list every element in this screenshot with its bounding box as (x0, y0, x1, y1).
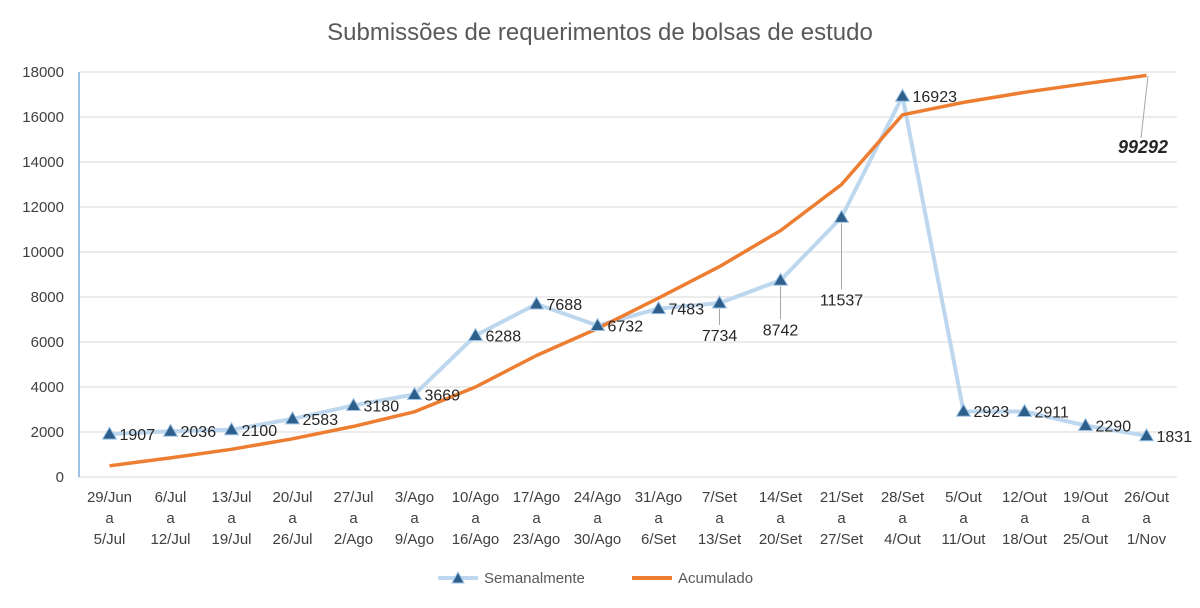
data-point-marker (650, 300, 667, 315)
x-tick-label: 10/Ago a 16/Ago (452, 489, 500, 548)
total-leader-line (1140, 75, 1149, 139)
legend: Semanalmente Acumulado (438, 570, 753, 587)
data-point-marker (284, 410, 301, 425)
data-point-marker (589, 317, 606, 332)
data-label: 1907 (120, 427, 156, 444)
x-tick-label: 12/Out a 18/Out (1002, 489, 1048, 548)
data-label: 7734 (702, 328, 738, 345)
data-label: 2036 (181, 424, 217, 441)
data-label: 2923 (974, 404, 1010, 421)
x-tick-label: 5/Out a 11/Out (942, 489, 987, 548)
data-point-marker (772, 272, 789, 286)
data-point-marker (1016, 403, 1033, 418)
data-label: 2911 (1035, 405, 1070, 422)
data-label: 16923 (913, 89, 958, 106)
x-tick-label: 20/Jul a 26/Jul (272, 489, 312, 548)
x-tick-label: 3/Ago a 9/Ago (395, 489, 434, 548)
data-point-marker (833, 209, 850, 223)
data-point-marker (528, 296, 545, 310)
data-point-marker (467, 327, 484, 342)
x-axis: 29/Jun a 5/Jul 6/Jul a 12/Jul 13/Jul a 19/Jul 20/… (87, 489, 1170, 548)
x-tick-label: 21/Set a 27/Set (820, 489, 864, 548)
total-label: 99292 (1118, 137, 1168, 157)
data-labels: 1907 2036 2100 2583 3180 3669 6288 7688 6732 7483… (120, 89, 1193, 446)
x-tick-label: 31/Ago a 6/Set (635, 489, 683, 548)
x-tick-label: 24/Ago a 30/Ago (574, 489, 622, 548)
y-tick-label: 4000 (31, 379, 64, 396)
x-tick-label: 28/Set a 4/Out (881, 489, 925, 548)
y-tick-label: 10000 (22, 244, 64, 261)
total-annotation: 99292 (1118, 75, 1168, 157)
data-point-marker (894, 88, 911, 102)
legend-label-semanalmente: Semanalmente (484, 570, 585, 587)
data-label: 2100 (242, 423, 278, 440)
data-point-marker (1077, 417, 1094, 431)
data-label: 7483 (669, 302, 705, 319)
x-tick-label: 17/Ago a 23/Ago (513, 489, 561, 548)
x-tick-label: 13/Jul a 19/Jul (211, 489, 251, 548)
series-line-semanalmente (109, 94, 1147, 438)
data-point-marker (101, 426, 118, 440)
y-tick-label: 8000 (31, 289, 64, 306)
data-label: 7688 (547, 297, 583, 314)
x-tick-label: 7/Set a 13/Set (698, 489, 742, 548)
chart-title: Submissões de requerimentos de bolsas de… (327, 19, 873, 46)
data-label: 6288 (486, 329, 522, 346)
data-point-marker (1138, 427, 1155, 442)
y-tick-label: 16000 (22, 109, 64, 126)
y-tick-label: 6000 (31, 334, 64, 351)
series-markers (101, 88, 1155, 442)
data-label: 8742 (763, 322, 799, 339)
data-label: 6732 (608, 319, 644, 336)
y-tick-label: 12000 (22, 199, 64, 216)
legend-item-acumulado: Acumulado (632, 570, 753, 587)
series-line-acumulado (109, 73, 1147, 468)
legend-label-acumulado: Acumulado (678, 570, 753, 587)
data-point-marker (345, 397, 362, 411)
data-label: 11537 (820, 292, 863, 309)
legend-marker-triangle (451, 570, 465, 584)
x-tick-label: 19/Out a 25/Out (1063, 489, 1109, 548)
y-tick-label: 18000 (22, 64, 64, 81)
data-point-marker (955, 403, 972, 417)
x-tick-label: 26/Out a 1/Nov (1124, 489, 1170, 548)
data-label: 3180 (364, 398, 400, 415)
series-lines (109, 73, 1147, 468)
data-label: 2583 (303, 412, 339, 429)
data-point-marker (223, 421, 240, 436)
x-tick-label: 6/Jul a 12/Jul (150, 489, 190, 548)
y-tick-label: 0 (56, 469, 64, 486)
data-point-marker (406, 386, 423, 400)
y-axis: 0 2000 4000 6000 8000 10000 12000 14000 16000 180… (22, 64, 80, 486)
data-label: 1831 (1157, 429, 1193, 446)
data-point-marker (162, 423, 179, 437)
data-label: 3669 (425, 387, 461, 404)
y-tick-label: 2000 (31, 424, 64, 441)
y-tick-label: 14000 (22, 154, 64, 171)
data-label: 2290 (1096, 418, 1132, 435)
legend-item-semanalmente: Semanalmente (438, 570, 585, 587)
x-tick-label: 27/Jul a 2/Ago (333, 489, 373, 548)
data-point-marker (711, 294, 728, 309)
gridlines (79, 71, 1177, 478)
x-tick-label: 14/Set a 20/Set (759, 489, 803, 548)
x-tick-label: 29/Jun a 5/Jul (87, 489, 132, 548)
